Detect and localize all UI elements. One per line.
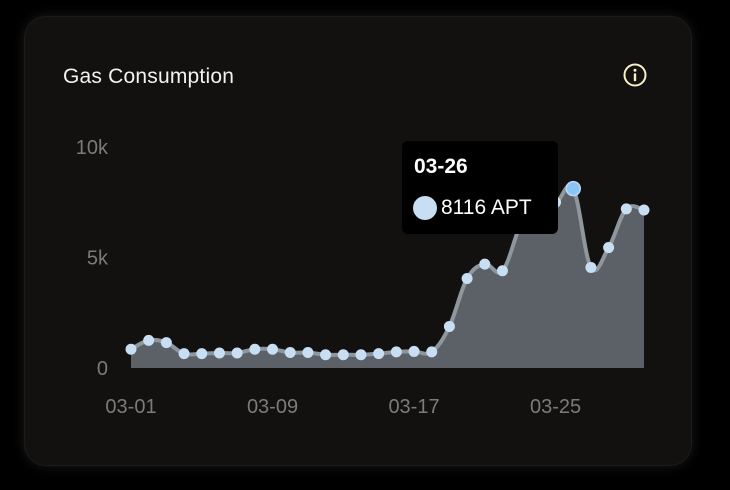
- data-point: [178, 348, 190, 360]
- data-point: [390, 346, 402, 358]
- chart-card: Gas Consumption 0 5k 10k 03-01 03-09 03-17 03-…: [24, 16, 692, 466]
- x-tick-label: 03-25: [530, 396, 581, 418]
- y-tick-label: 5k: [87, 248, 109, 270]
- chart-tooltip: 03-26 8116 APT: [402, 141, 558, 234]
- tooltip-value: 8116 APT: [441, 196, 532, 219]
- data-point: [479, 258, 491, 270]
- data-point: [355, 349, 367, 361]
- area-chart: 0 5k 10k 03-01 03-09 03-17 03-25: [76, 137, 650, 418]
- data-point: [496, 265, 508, 277]
- data-point: [249, 343, 261, 355]
- y-tick-label: 10k: [76, 137, 109, 159]
- data-point: [620, 203, 632, 215]
- tooltip-date: 03-26: [414, 155, 468, 178]
- data-point: [426, 346, 438, 358]
- data-point: [603, 242, 615, 254]
- info-circle-icon[interactable]: [623, 63, 647, 87]
- data-point-active: [565, 180, 581, 197]
- data-point: [408, 345, 420, 357]
- area-fill: [131, 185, 644, 368]
- card-title: Gas Consumption: [63, 65, 235, 88]
- data-point: [125, 343, 137, 355]
- data-point: [443, 320, 455, 332]
- data-point: [143, 334, 155, 346]
- data-point: [585, 261, 597, 273]
- data-point: [320, 349, 332, 361]
- data-point: [267, 343, 279, 355]
- data-point: [196, 348, 208, 360]
- data-point: [638, 204, 650, 216]
- y-tick-label: 0: [97, 358, 108, 380]
- data-point: [160, 337, 172, 349]
- data-point: [302, 347, 314, 359]
- x-tick-label: 03-17: [388, 396, 439, 418]
- data-point: [231, 347, 243, 359]
- x-tick-label: 03-09: [247, 396, 298, 418]
- data-point: [461, 273, 473, 284]
- data-point: [284, 347, 296, 359]
- data-point: [213, 347, 225, 359]
- data-point: [373, 348, 385, 360]
- tooltip-series-dot: [413, 196, 437, 220]
- x-tick-label: 03-01: [105, 396, 156, 418]
- data-point: [337, 349, 349, 361]
